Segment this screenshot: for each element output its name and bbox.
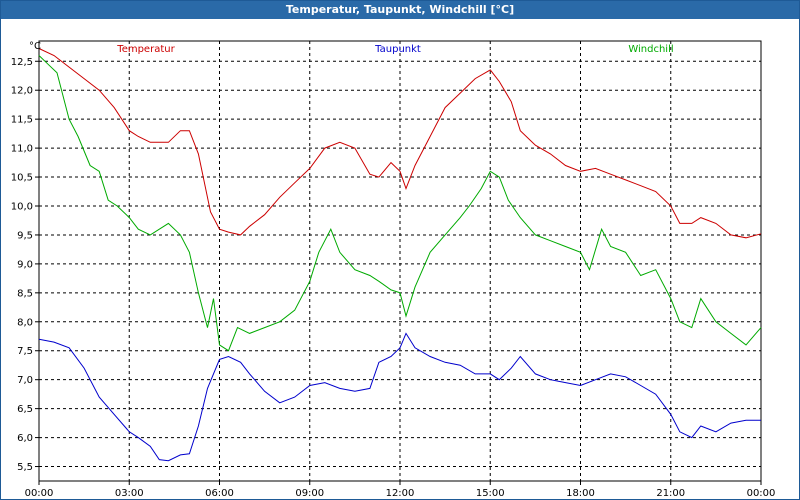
- x-axis-ticks: 00:0022.10.1703:0022.10.1706:0022.10.170…: [25, 481, 776, 499]
- y-tick-label: 8,5: [17, 288, 33, 299]
- series-line-temperatur: [38, 48, 762, 239]
- x-tick-time-label: 21:00: [656, 488, 685, 499]
- grid: [39, 41, 761, 481]
- y-tick-label: 8,0: [17, 317, 33, 328]
- legend-entry-taupunkt: Taupunkt: [374, 44, 421, 55]
- y-tick-label: 10,0: [11, 202, 33, 213]
- y-tick-label: 9,5: [17, 230, 33, 241]
- y-tick-label: 5,5: [17, 462, 33, 473]
- y-axis-ticks: 5,5 6,0 6,5 7,0 7,5 8,0 8,5 9,0 9,5 10,0 10,5 11,0 1…: [11, 57, 39, 473]
- y-tick-label: 6,5: [17, 404, 33, 415]
- x-tick-time-label: 15:00: [476, 488, 505, 499]
- series-line-taupunkt: [38, 332, 761, 462]
- legend: Temperatur Taupunkt Windchill: [116, 44, 673, 55]
- x-tick-time-label: 09:00: [295, 488, 324, 499]
- y-tick-label: 12,5: [11, 57, 33, 68]
- window-title: Temperatur, Taupunkt, Windchill [°C]: [1, 1, 799, 19]
- y-tick-label: 9,0: [17, 259, 33, 270]
- y-tick-label: 11,0: [11, 144, 33, 155]
- y-tick-label: 12,0: [11, 86, 33, 97]
- x-tick-time-label: 00:00: [747, 488, 776, 499]
- series-lines: [38, 48, 762, 462]
- x-tick-time-label: 12:00: [386, 488, 415, 499]
- y-tick-label: 7,5: [17, 346, 33, 357]
- x-tick-time-label: 03:00: [115, 488, 144, 499]
- y-tick-label: 7,0: [17, 375, 33, 386]
- y-tick-label: 11,5: [11, 115, 33, 126]
- legend-entry-temperatur: Temperatur: [116, 44, 175, 55]
- y-axis-label: °C: [29, 41, 41, 52]
- x-tick-time-label: 18:00: [566, 488, 595, 499]
- x-tick-time-label: 00:00: [25, 488, 54, 499]
- legend-entry-windchill: Windchill: [628, 44, 673, 55]
- y-tick-label: 10,5: [11, 173, 33, 184]
- chart-svg: 5,5 6,0 6,5 7,0 7,5 8,0 8,5 9,0 9,5 10,0 10,5 11,0 1…: [11, 40, 776, 499]
- series-line-windchill: [38, 55, 762, 352]
- y-tick-label: 6,0: [17, 433, 33, 444]
- x-tick-time-label: 06:00: [205, 488, 234, 499]
